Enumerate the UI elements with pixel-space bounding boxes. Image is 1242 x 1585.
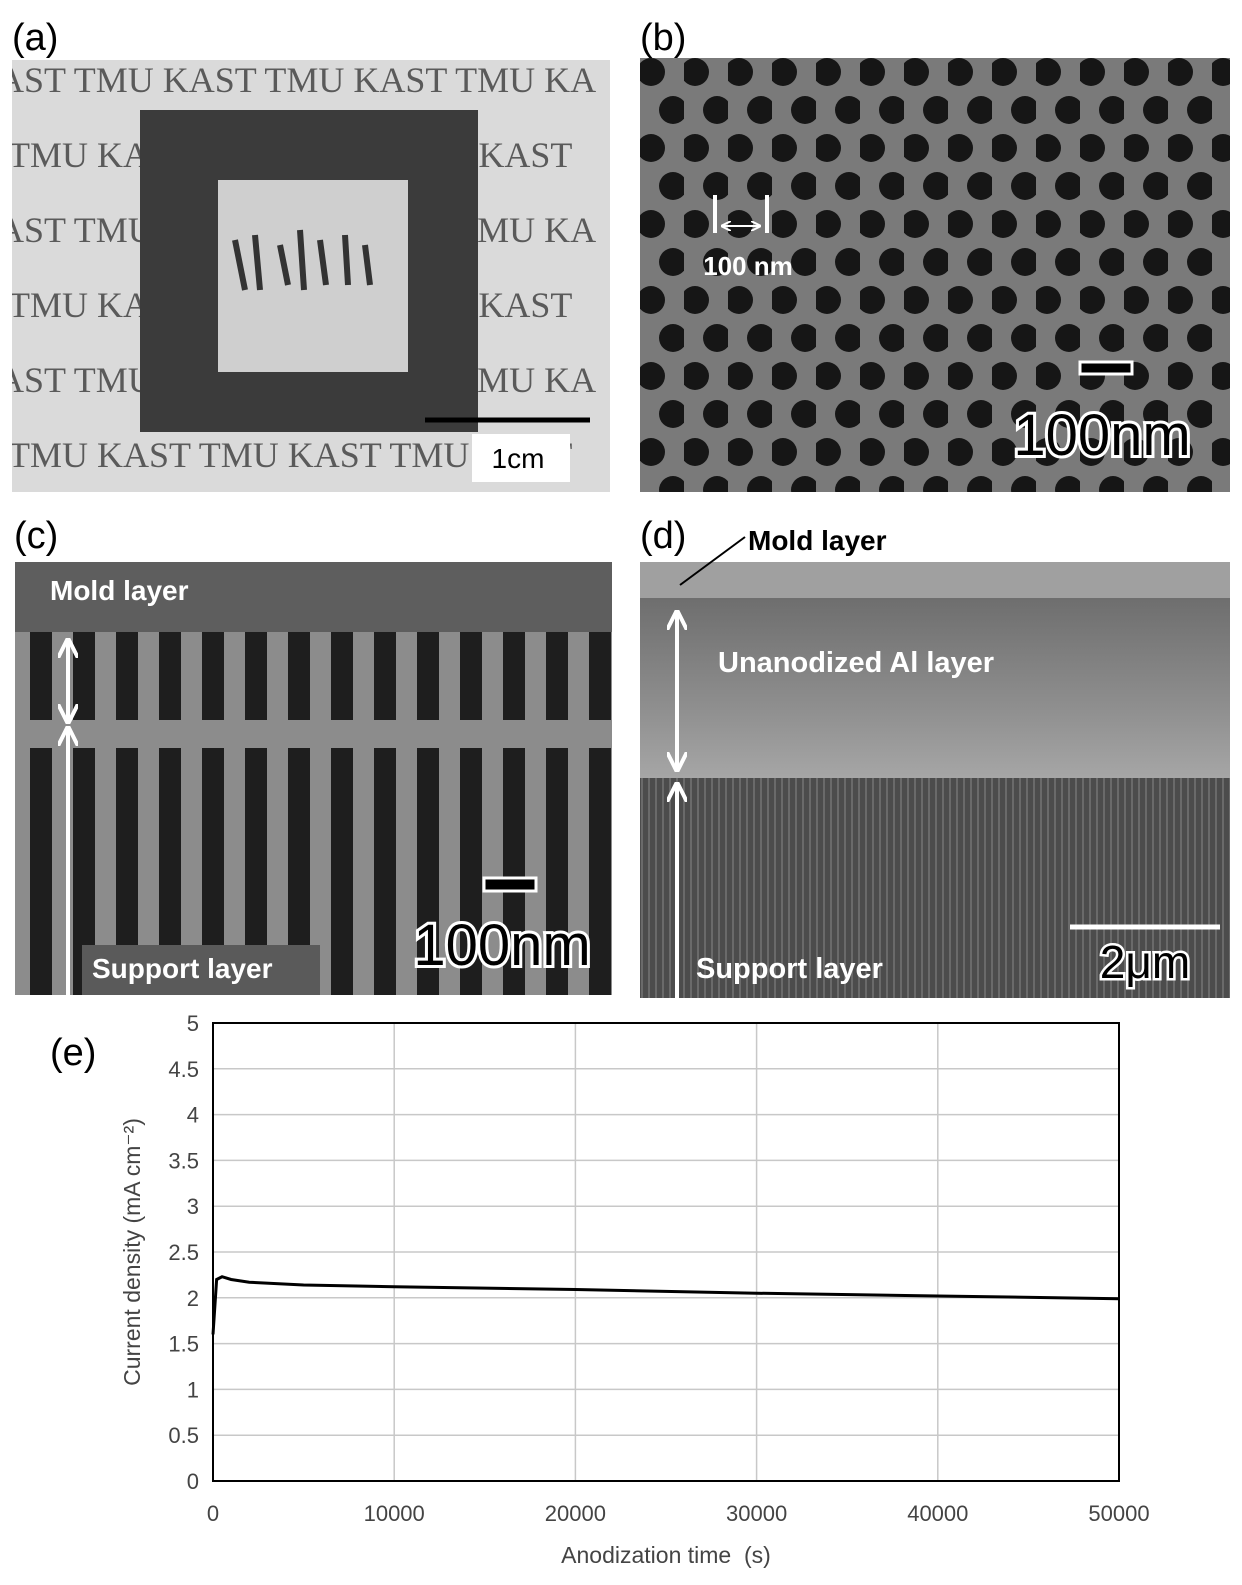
scale-label: 2μm — [1100, 936, 1190, 988]
junction — [15, 720, 612, 748]
panel-label: (d) — [640, 515, 686, 557]
data-line — [211, 1275, 1120, 1335]
y-tick-label: 0.5 — [168, 1423, 199, 1448]
mold-band — [640, 562, 1230, 598]
scale-bar — [482, 876, 538, 893]
layer-label: Unanodized Al layer — [718, 647, 994, 679]
y-axis-label: Current density (mA cm⁻²) — [119, 1118, 145, 1386]
panel-label: (c) — [14, 515, 58, 557]
y-tick-label: 1 — [187, 1377, 199, 1402]
y-tick-label: 3.5 — [168, 1148, 199, 1173]
layer-label: Mold layer — [50, 575, 189, 606]
y-tick-label: 5 — [187, 1011, 199, 1036]
chart: 0 0.5 1 1.5 2 2.5 3 3.5 4 4.5 5 0 10000 20000 30000 400… — [119, 1011, 1150, 1568]
x-tick-label: 30000 — [726, 1501, 787, 1526]
y-tick-label: 0 — [187, 1469, 199, 1494]
scale-label: 100nm — [413, 913, 590, 978]
spacing-marker — [713, 195, 769, 233]
x-tick-label: 40000 — [907, 1501, 968, 1526]
y-tick-label: 4.5 — [168, 1057, 199, 1082]
scale-box — [472, 434, 570, 482]
layer-label: Support layer — [92, 953, 273, 984]
spacing-label: 100 nm — [703, 251, 793, 281]
mold-band — [15, 562, 612, 632]
streaks — [232, 229, 373, 291]
sem-c — [15, 562, 612, 995]
layer-label: Support layer — [696, 953, 883, 985]
y-tick-label: 1.5 — [168, 1332, 199, 1357]
plot-frame — [212, 1022, 1120, 1482]
y-tick-label: 4 — [187, 1103, 199, 1128]
support-band — [640, 778, 1230, 998]
x-tick-label: 10000 — [364, 1501, 425, 1526]
x-tick-label: 0 — [207, 1501, 219, 1526]
leader — [679, 536, 746, 586]
y-tick-label: 2.5 — [168, 1240, 199, 1265]
panel-label: (e) — [50, 1032, 96, 1074]
panel-label: (b) — [640, 17, 686, 59]
sem-b — [640, 58, 1230, 492]
panel-label: (a) — [12, 17, 58, 59]
scale-label: 1cm — [492, 443, 545, 474]
label-box — [82, 945, 320, 995]
x-axis-label: Anodization time (s) — [561, 1542, 771, 1568]
x-tick-label: 20000 — [545, 1501, 606, 1526]
y-tick-label: 2 — [187, 1286, 199, 1311]
scale-bar — [1078, 360, 1134, 376]
sample-window — [218, 180, 408, 372]
y-tick-label: 3 — [187, 1194, 199, 1219]
background-row: AST TMU KAST TMU KAST TMU KA — [0, 60, 596, 100]
scale-label: 100nm — [1013, 403, 1190, 468]
al-band — [640, 598, 1230, 778]
layer-label: Mold layer — [748, 525, 887, 556]
x-tick-label: 50000 — [1088, 1501, 1149, 1526]
